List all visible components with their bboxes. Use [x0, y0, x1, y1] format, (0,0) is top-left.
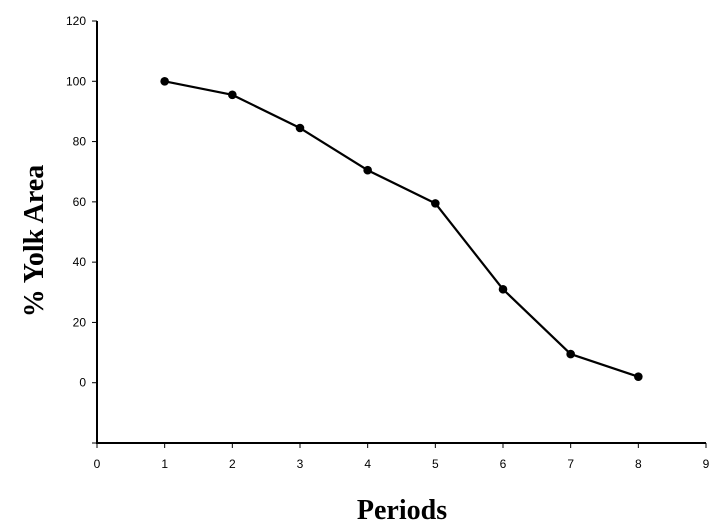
y-tick-label: 20 [73, 315, 87, 329]
y-tick-label: 120 [66, 14, 86, 28]
data-point [498, 284, 508, 294]
y-tick-label: 40 [73, 255, 87, 269]
data-point [228, 90, 237, 100]
x-tick-label: 0 [94, 457, 101, 471]
x-tick-label: 3 [297, 457, 304, 471]
y-tick-label: 100 [66, 74, 86, 88]
data-point [634, 372, 643, 381]
x-axis-title: Periods [357, 495, 447, 524]
y-axis-title: % Yolk Area [19, 165, 50, 317]
x-tick-label: 2 [229, 457, 236, 471]
data-point [160, 76, 169, 86]
x-tick-label: 4 [364, 457, 371, 471]
data-point [295, 123, 305, 133]
data-point [566, 349, 575, 359]
x-tick-label: 8 [635, 457, 642, 471]
data-point [431, 199, 440, 208]
x-tick-label: 1 [161, 457, 168, 471]
x-tick-label: 7 [567, 457, 574, 471]
x-tick-label: 9 [703, 457, 710, 471]
y-tick-label: 60 [73, 195, 87, 209]
series-line [164, 80, 639, 378]
x-tick-label: 5 [432, 457, 439, 471]
y-axis-ticks: 120 100 80 60 40 20 0 [66, 14, 97, 444]
x-axis-ticks: 0 1 2 3 4 5 6 7 8 9 [94, 443, 710, 471]
data-point [363, 165, 372, 175]
series-group [160, 76, 643, 381]
y-tick-label: 80 [73, 135, 87, 149]
x-tick-label: 6 [500, 457, 507, 471]
y-tick-label: 0 [79, 376, 86, 390]
